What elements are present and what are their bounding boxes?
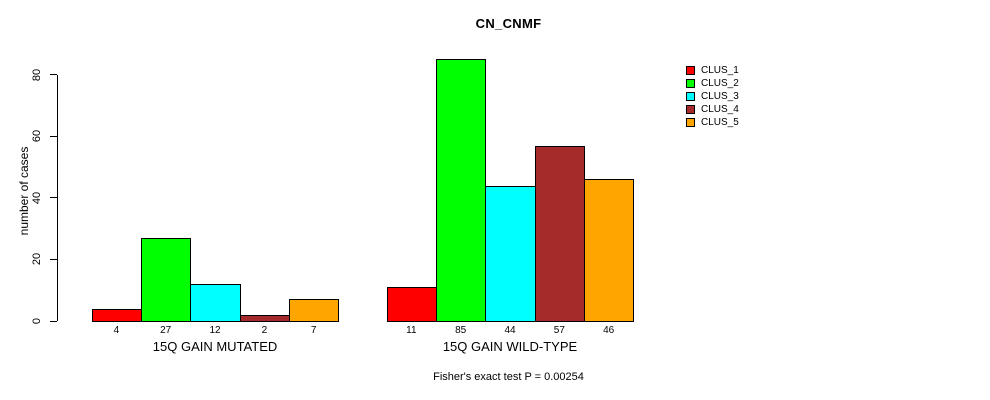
legend-label: CLUS_1 xyxy=(701,65,739,76)
legend-item-clus_2: CLUS_2 xyxy=(686,77,739,90)
legend-swatch-clus_4 xyxy=(686,105,695,114)
y-tick-mark xyxy=(50,258,57,260)
y-tick-label: 40 xyxy=(30,191,43,204)
legend-label: CLUS_3 xyxy=(701,91,739,102)
y-tick-mark xyxy=(50,74,57,76)
legend-item-clus_3: CLUS_3 xyxy=(686,90,739,103)
legend-swatch-clus_5 xyxy=(686,118,695,127)
y-tick-label: 0 xyxy=(30,317,43,325)
bar-value-label: 11 xyxy=(406,325,417,336)
bar-clus_5-1 xyxy=(289,299,340,322)
bar-value-label: 27 xyxy=(160,325,172,336)
bar-clus_1-2 xyxy=(386,287,438,322)
bar-value-label: 2 xyxy=(261,325,268,336)
legend-item-clus_4: CLUS_4 xyxy=(686,103,739,116)
legend-item-clus_1: CLUS_1 xyxy=(686,64,739,77)
legend-label: CLUS_2 xyxy=(701,78,739,89)
legend-label: CLUS_4 xyxy=(701,104,739,115)
bar-value-label: 46 xyxy=(603,325,615,336)
legend-swatch-clus_3 xyxy=(686,92,695,101)
y-tick-mark xyxy=(50,320,57,322)
bar-clus_3-2 xyxy=(485,185,536,322)
statistical-test-note: Fisher's exact test P = 0.00254 xyxy=(433,371,584,383)
y-tick-label: 60 xyxy=(30,130,43,143)
chart-title: CN_CNMF xyxy=(475,16,542,31)
bar-clus_2-2 xyxy=(436,59,487,322)
bar-value-label: 44 xyxy=(504,325,516,336)
legend-swatch-clus_2 xyxy=(686,79,695,88)
bar-clus_4-1 xyxy=(239,314,291,322)
legend-label: CLUS_5 xyxy=(701,117,739,128)
bar-value-label: 85 xyxy=(455,325,467,336)
bar-clus_5-2 xyxy=(584,179,635,322)
legend-item-clus_5: CLUS_5 xyxy=(686,116,739,129)
bar-clus_3-1 xyxy=(190,284,241,322)
bar-value-label: 4 xyxy=(113,325,120,336)
legend: CLUS_1 CLUS_2 CLUS_3 CLUS_4 CLUS_5 xyxy=(686,64,739,129)
y-axis-line xyxy=(57,74,58,322)
category-label: 15Q GAIN MUTATED xyxy=(152,339,278,354)
bar-clus_1-1 xyxy=(91,308,143,322)
bar-value-label: 12 xyxy=(209,325,221,336)
category-label: 15Q GAIN WILD-TYPE xyxy=(442,339,578,354)
y-tick-mark xyxy=(50,135,57,137)
bar-value-label: 7 xyxy=(310,325,317,336)
y-tick-label: 20 xyxy=(30,253,43,266)
bar-value-label: 57 xyxy=(553,325,565,336)
y-tick-mark xyxy=(50,197,57,199)
y-tick-label: 80 xyxy=(30,68,43,81)
legend-swatch-clus_1 xyxy=(686,66,695,75)
bar-clus_4-2 xyxy=(534,145,586,322)
bar-clus_2-1 xyxy=(141,237,192,322)
